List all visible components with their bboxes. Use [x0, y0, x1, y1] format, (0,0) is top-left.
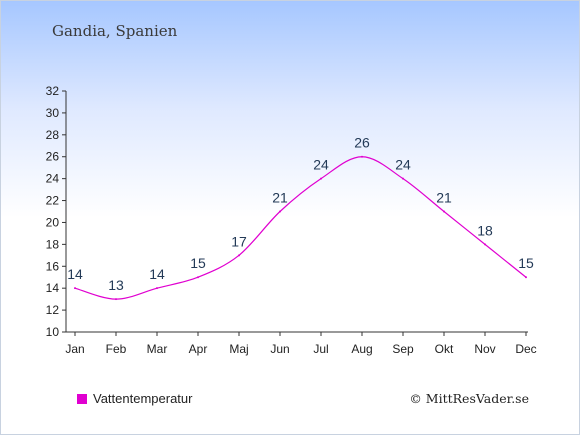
- series-line-vattentemperatur: [74, 156, 527, 300]
- y-tick-label: 12: [46, 303, 60, 317]
- y-tick-label: 26: [46, 150, 60, 164]
- data-point: [238, 254, 240, 257]
- data-label: 21: [436, 190, 452, 206]
- legend: Vattentemperatur: [77, 391, 192, 406]
- copyright-credit: © MittResVader.se: [409, 391, 529, 406]
- data-point: [320, 177, 322, 180]
- legend-swatch: [77, 393, 87, 404]
- y-tick-label: 24: [46, 172, 60, 186]
- data-label: 15: [518, 255, 534, 271]
- data-label: 24: [395, 157, 411, 173]
- data-label: 17: [231, 233, 247, 249]
- data-label: 14: [149, 266, 165, 282]
- legend-label: Vattentemperatur: [93, 391, 193, 406]
- data-point: [525, 276, 527, 279]
- x-tick-label: Jan: [65, 342, 84, 356]
- y-tick-label: 10: [46, 325, 60, 339]
- data-label: 13: [108, 277, 124, 293]
- data-point: [402, 177, 404, 180]
- data-point: [484, 243, 486, 246]
- y-tick-label: 18: [46, 237, 60, 251]
- data-label: 15: [190, 255, 206, 271]
- x-tick-label: Okt: [435, 342, 454, 356]
- x-tick-label: Jul: [313, 342, 328, 356]
- x-tick-label: Apr: [189, 342, 208, 356]
- y-tick-label: 32: [46, 84, 60, 98]
- x-tick-label: Aug: [351, 342, 372, 356]
- x-tick-label: Feb: [106, 342, 127, 356]
- chart-title: Gandia, Spanien: [52, 22, 178, 40]
- x-tick-label: Dec: [515, 342, 536, 356]
- x-tick-label: Sep: [392, 342, 414, 356]
- data-point: [156, 287, 158, 290]
- data-label: 26: [354, 135, 370, 151]
- x-tick-label: Mar: [147, 342, 168, 356]
- x-tick-label: Jun: [270, 342, 289, 356]
- data-point: [74, 287, 76, 290]
- data-label: 21: [272, 190, 288, 206]
- data-label: 14: [67, 266, 83, 282]
- y-tick-label: 30: [46, 106, 60, 120]
- data-point: [115, 298, 117, 301]
- y-tick-label: 14: [46, 281, 60, 295]
- y-tick-label: 20: [46, 215, 60, 229]
- data-label: 18: [477, 222, 493, 238]
- data-point: [361, 155, 363, 158]
- data-label: 24: [313, 157, 329, 173]
- data-point: [197, 276, 199, 279]
- data-point: [443, 210, 445, 213]
- x-tick-label: Maj: [229, 342, 248, 356]
- data-point: [279, 210, 281, 213]
- y-tick-label: 28: [46, 128, 60, 142]
- x-tick-label: Nov: [474, 342, 495, 356]
- y-tick-label: 16: [46, 259, 60, 273]
- y-tick-label: 22: [46, 194, 60, 208]
